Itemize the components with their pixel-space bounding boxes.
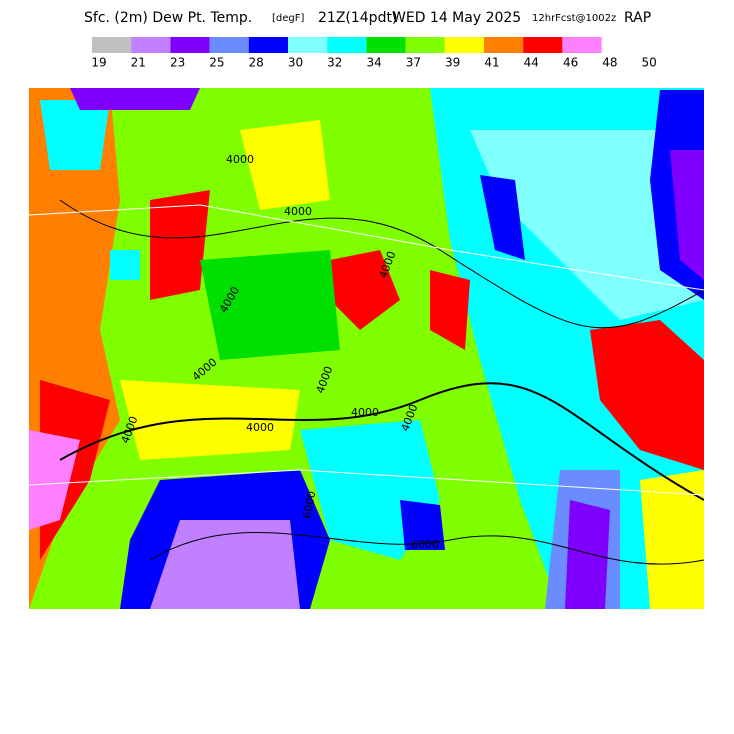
region [670,150,704,280]
legend-label: 21 [131,56,146,70]
legend-swatch [92,37,132,53]
legend-label: 41 [484,56,499,70]
legend: 19 21 23 25 28 30 32 34 37 39 41 44 46 48 50 [91,37,657,70]
contour-label: 4000 [351,406,379,419]
legend-label: 48 [602,56,617,70]
region [200,250,340,360]
legend-label: 46 [563,56,578,70]
title: Sfc. (2m) Dew Pt. Temp. [84,10,252,26]
region [240,120,330,210]
legend-label: 37 [406,56,421,70]
legend-label: 50 [642,56,657,70]
valid-time: 21Z(14pdt) [318,10,397,26]
units: [degF] [272,13,305,24]
region [70,88,200,110]
legend-label: 39 [445,56,460,70]
legend-label: 25 [209,56,224,70]
region [430,270,470,350]
region [590,320,704,470]
contour [59,382,704,501]
legend-swatch [523,37,563,53]
legend-label: 44 [524,56,539,70]
region [120,380,300,460]
region [400,500,445,550]
contour-label: 4000 [246,421,274,434]
region [470,130,704,320]
region [480,175,525,260]
region [150,520,300,609]
legend-swatch [444,37,484,53]
legend-swatch [248,37,288,53]
legend-swatch [562,37,602,53]
model: RAP [624,10,651,26]
legend-label: 23 [170,56,185,70]
date: WED 14 May 2025 [392,10,521,26]
legend-label: 34 [366,56,381,70]
contour-label: 6000 [301,490,319,520]
legend-swatch [131,37,171,53]
region [330,250,400,330]
state-border [29,204,704,496]
legend-label: 32 [327,56,342,70]
legend-swatch [209,37,249,53]
region [40,100,110,170]
legend-label: 28 [249,56,264,70]
legend-swatch [170,37,210,53]
legend-swatch [327,37,367,53]
contour [149,532,704,565]
region [640,470,704,609]
contour [59,199,704,329]
region [110,250,140,280]
region [565,500,610,609]
region [150,190,210,300]
contour-label: 4000 [226,153,254,166]
legend-label: 30 [288,56,303,70]
forecast: 12hrFcst@1002z [532,13,616,24]
legend-swatch [366,37,406,53]
contour-label: 4000 [284,205,312,218]
contour-label: 6000 [411,538,439,551]
legend-label: 19 [91,56,106,70]
legend-swatch [288,37,328,53]
legend-swatch [484,37,524,53]
legend-swatch [405,37,445,53]
